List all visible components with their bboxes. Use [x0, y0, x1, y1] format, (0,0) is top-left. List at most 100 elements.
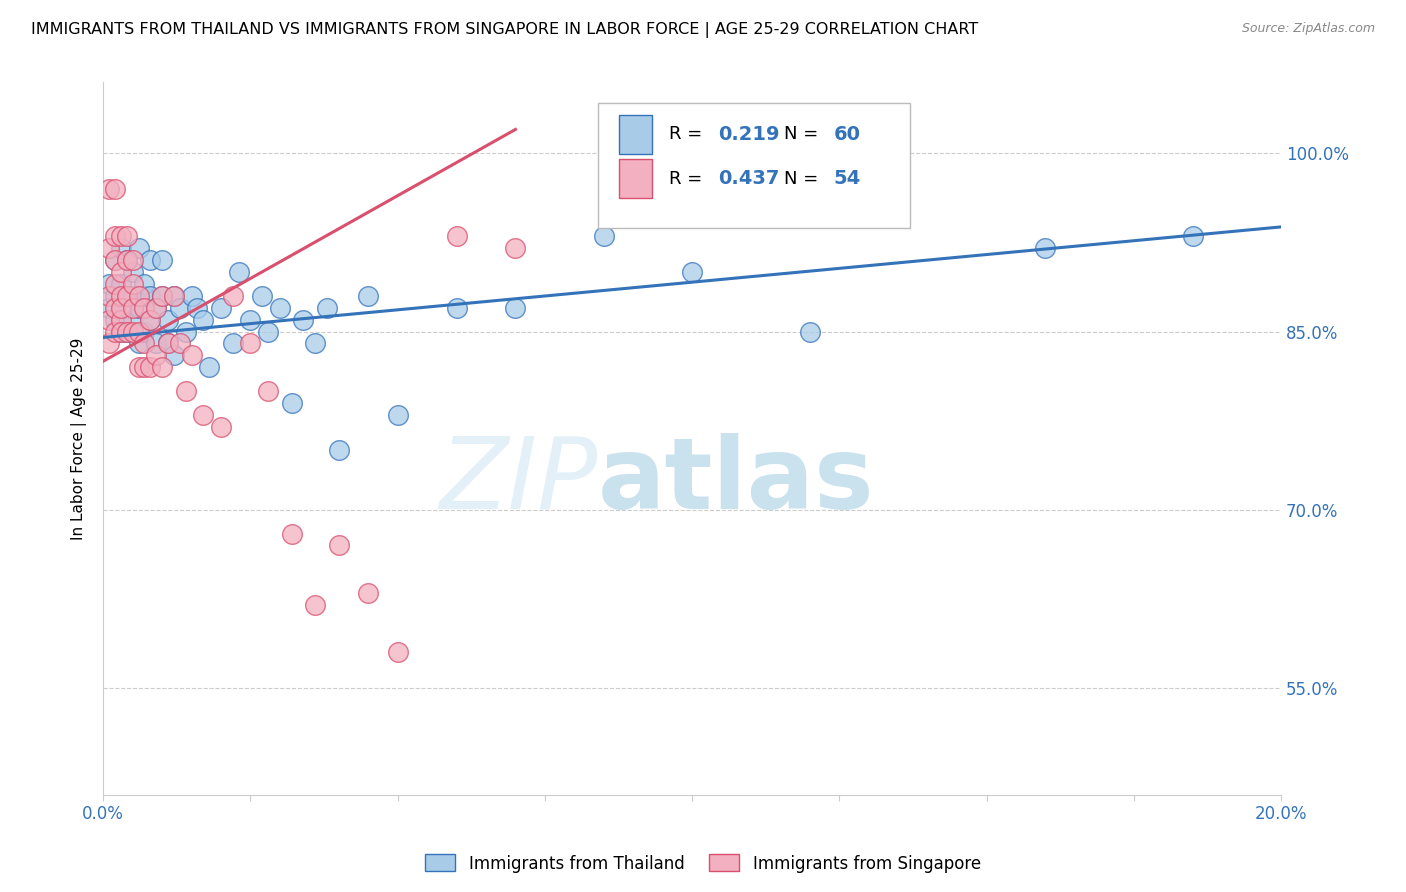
Point	[150, 360, 173, 375]
Text: 0.437: 0.437	[718, 169, 779, 188]
Point	[222, 289, 245, 303]
Point	[681, 265, 703, 279]
Bar	[619, 159, 652, 198]
Point	[104, 277, 127, 291]
Point	[292, 312, 315, 326]
Point	[104, 182, 127, 196]
Point	[505, 241, 527, 255]
Text: R =: R =	[668, 169, 707, 187]
Point	[134, 360, 156, 375]
Point	[145, 301, 167, 315]
Point	[139, 253, 162, 268]
Point	[446, 301, 468, 315]
Text: N =: N =	[785, 169, 824, 187]
Text: 60: 60	[834, 125, 860, 144]
Point	[115, 289, 138, 303]
Point	[139, 312, 162, 326]
Point	[128, 360, 150, 375]
Point	[104, 312, 127, 326]
Text: IMMIGRANTS FROM THAILAND VS IMMIGRANTS FROM SINGAPORE IN LABOR FORCE | AGE 25-29: IMMIGRANTS FROM THAILAND VS IMMIGRANTS F…	[31, 22, 979, 38]
Point	[1035, 241, 1057, 255]
Point	[115, 229, 138, 244]
Point	[121, 265, 143, 279]
Point	[1181, 229, 1204, 244]
Point	[150, 289, 173, 303]
Point	[98, 277, 121, 291]
Point	[174, 325, 197, 339]
Point	[121, 253, 143, 268]
Point	[186, 301, 208, 315]
Point	[115, 253, 138, 268]
FancyBboxPatch shape	[598, 103, 910, 228]
Point	[128, 241, 150, 255]
Point	[128, 336, 150, 351]
Point	[250, 289, 273, 303]
Text: ZIP: ZIP	[440, 433, 598, 530]
Point	[163, 348, 186, 362]
Point	[505, 301, 527, 315]
Point	[269, 301, 291, 315]
Point	[357, 289, 380, 303]
Point	[115, 253, 138, 268]
Point	[193, 408, 215, 422]
Point	[128, 325, 150, 339]
Point	[169, 336, 191, 351]
Point	[316, 301, 339, 315]
Point	[139, 360, 162, 375]
Point	[110, 312, 132, 326]
Point	[98, 182, 121, 196]
Point	[387, 408, 409, 422]
Point	[228, 265, 250, 279]
Point	[163, 289, 186, 303]
Point	[280, 526, 302, 541]
Point	[328, 538, 350, 552]
Point	[239, 336, 262, 351]
Point	[304, 598, 326, 612]
Point	[110, 325, 132, 339]
Point	[134, 336, 156, 351]
Point	[304, 336, 326, 351]
Point	[156, 336, 179, 351]
Point	[110, 265, 132, 279]
Point	[128, 301, 150, 315]
Point	[134, 301, 156, 315]
Point	[180, 289, 202, 303]
Point	[104, 301, 127, 315]
Point	[110, 312, 132, 326]
Point	[98, 289, 121, 303]
Point	[357, 586, 380, 600]
Point	[156, 336, 179, 351]
Point	[180, 348, 202, 362]
Point	[115, 301, 138, 315]
Point	[98, 312, 121, 326]
Point	[98, 301, 121, 315]
Point	[115, 289, 138, 303]
Point	[239, 312, 262, 326]
Point	[110, 301, 132, 315]
Point	[145, 348, 167, 362]
Point	[121, 277, 143, 291]
Point	[121, 325, 143, 339]
Point	[209, 301, 232, 315]
Point	[150, 253, 173, 268]
Point	[169, 301, 191, 315]
Point	[257, 325, 280, 339]
Text: 54: 54	[834, 169, 860, 188]
Point	[193, 312, 215, 326]
Point	[134, 277, 156, 291]
Point	[387, 645, 409, 659]
Point	[139, 312, 162, 326]
Point	[134, 325, 156, 339]
Point	[121, 301, 143, 315]
Point	[121, 312, 143, 326]
Point	[222, 336, 245, 351]
Point	[115, 325, 138, 339]
Point	[134, 289, 156, 303]
Point	[110, 241, 132, 255]
Point	[104, 229, 127, 244]
Text: atlas: atlas	[598, 433, 875, 530]
Point	[104, 253, 127, 268]
Point	[174, 384, 197, 398]
Point	[104, 289, 127, 303]
Bar	[619, 115, 652, 154]
